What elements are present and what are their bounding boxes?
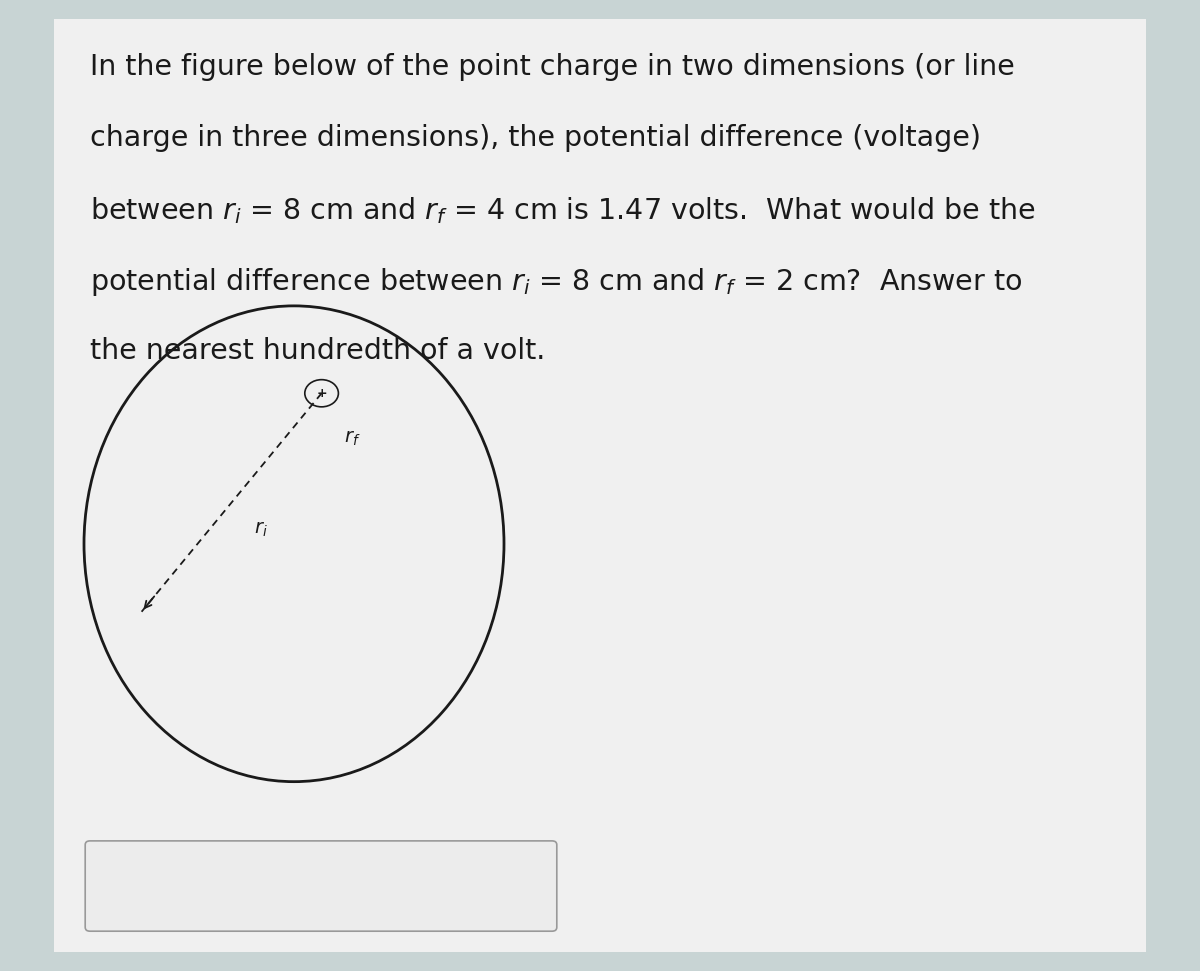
Text: In the figure below of the point charge in two dimensions (or line: In the figure below of the point charge … bbox=[90, 53, 1015, 82]
Text: potential difference between $r_i$ = 8 cm and $r_f$ = 2 cm?  Answer to: potential difference between $r_i$ = 8 c… bbox=[90, 266, 1022, 298]
Text: the nearest hundredth of a volt.: the nearest hundredth of a volt. bbox=[90, 337, 545, 365]
Text: $r_f$: $r_f$ bbox=[344, 429, 361, 449]
Text: +: + bbox=[317, 386, 326, 400]
Text: charge in three dimensions), the potential difference (voltage): charge in three dimensions), the potenti… bbox=[90, 124, 982, 152]
FancyBboxPatch shape bbox=[85, 841, 557, 931]
Text: between $r_i$ = 8 cm and $r_f$ = 4 cm is 1.47 volts.  What would be the: between $r_i$ = 8 cm and $r_f$ = 4 cm is… bbox=[90, 195, 1036, 226]
Text: $r_i$: $r_i$ bbox=[254, 519, 268, 539]
